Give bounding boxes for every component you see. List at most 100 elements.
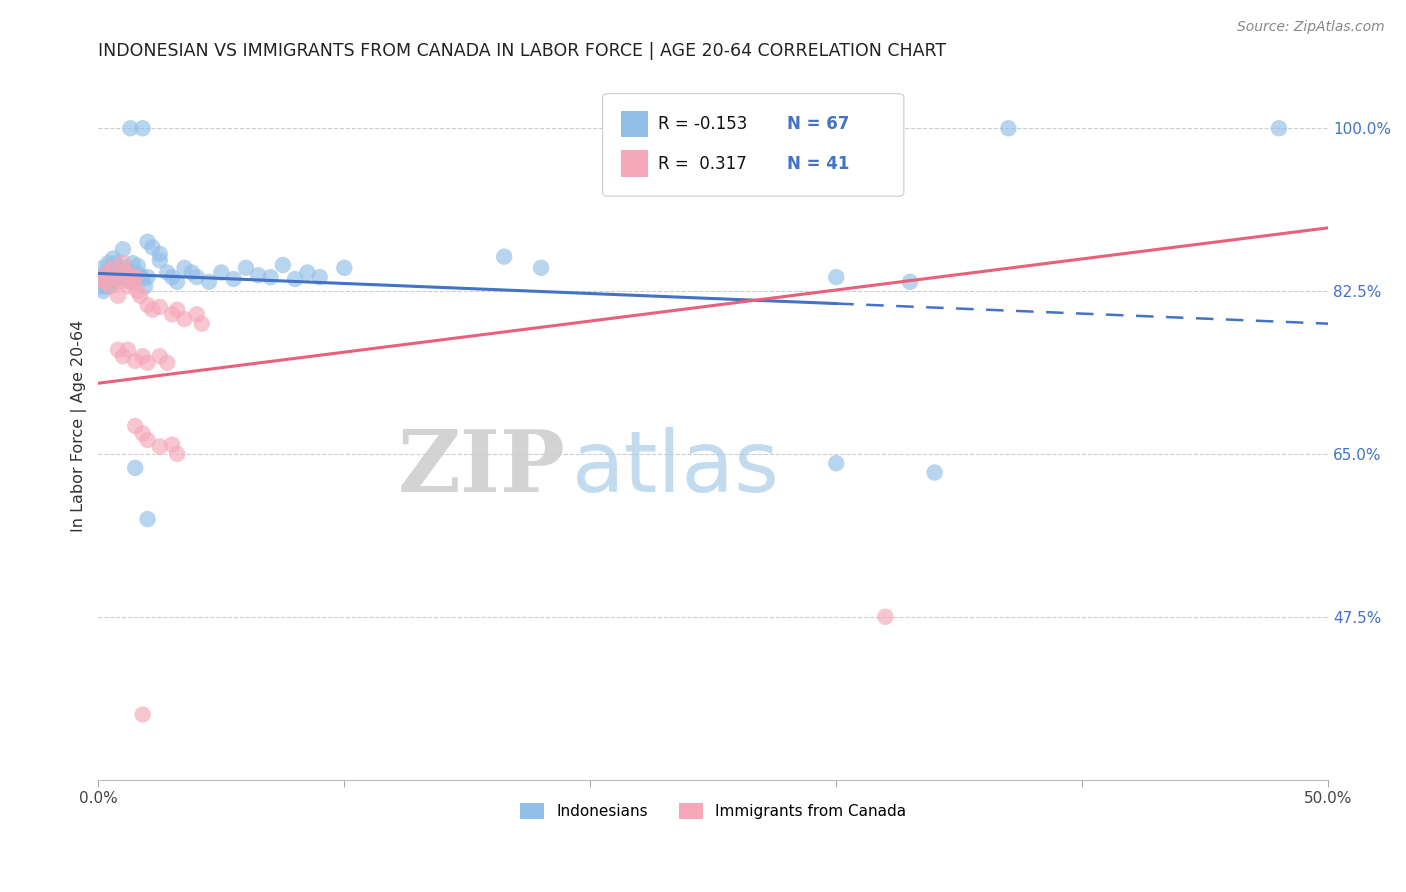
- Point: [190, 317, 212, 331]
- Point: [100, 272, 122, 286]
- Point: [107, 262, 129, 277]
- Point: [101, 252, 124, 266]
- Point: [117, 270, 139, 285]
- FancyBboxPatch shape: [621, 150, 648, 178]
- Point: [114, 260, 136, 275]
- Point: [222, 272, 245, 286]
- Point: [104, 272, 127, 286]
- Point: [124, 265, 146, 279]
- Point: [136, 512, 159, 526]
- Point: [121, 275, 143, 289]
- FancyBboxPatch shape: [603, 94, 904, 196]
- Point: [120, 121, 142, 136]
- Point: [136, 298, 159, 312]
- Point: [100, 279, 122, 293]
- Point: [247, 268, 270, 283]
- Point: [97, 265, 120, 279]
- Point: [259, 270, 281, 285]
- Point: [91, 284, 114, 298]
- Point: [100, 265, 122, 279]
- Point: [156, 356, 179, 370]
- Text: INDONESIAN VS IMMIGRANTS FROM CANADA IN LABOR FORCE | AGE 20-64 CORRELATION CHAR: INDONESIAN VS IMMIGRANTS FROM CANADA IN …: [98, 42, 946, 60]
- Point: [90, 275, 112, 289]
- Point: [136, 433, 159, 447]
- Text: N = 67: N = 67: [787, 115, 849, 133]
- Point: [149, 300, 172, 314]
- Point: [91, 270, 114, 285]
- Point: [94, 265, 117, 279]
- Point: [136, 235, 159, 249]
- Point: [114, 265, 136, 279]
- Point: [107, 289, 129, 303]
- Point: [110, 275, 132, 289]
- Point: [149, 247, 172, 261]
- Point: [94, 279, 117, 293]
- Point: [131, 707, 153, 722]
- Point: [111, 242, 134, 256]
- Point: [333, 260, 356, 275]
- Point: [1268, 121, 1291, 136]
- Point: [297, 265, 319, 279]
- Point: [825, 270, 848, 285]
- Point: [100, 277, 122, 292]
- Point: [136, 270, 159, 285]
- Point: [121, 256, 143, 270]
- Point: [124, 419, 146, 434]
- Point: [97, 256, 120, 270]
- Point: [104, 272, 127, 286]
- Point: [136, 356, 159, 370]
- Point: [129, 289, 152, 303]
- Point: [131, 272, 153, 286]
- Point: [494, 250, 516, 264]
- Point: [198, 275, 221, 289]
- Point: [924, 466, 946, 480]
- Text: atlas: atlas: [572, 427, 780, 510]
- Point: [825, 456, 848, 470]
- Point: [149, 253, 172, 268]
- Text: Source: ZipAtlas.com: Source: ZipAtlas.com: [1237, 20, 1385, 34]
- Point: [97, 272, 120, 286]
- Point: [101, 260, 124, 275]
- Point: [94, 270, 117, 285]
- Point: [209, 265, 232, 279]
- Point: [104, 265, 127, 279]
- Point: [110, 268, 132, 282]
- Point: [127, 259, 149, 273]
- Point: [271, 258, 294, 272]
- Point: [94, 272, 117, 286]
- Point: [94, 275, 117, 289]
- Point: [160, 307, 183, 321]
- Point: [117, 343, 139, 357]
- Point: [124, 354, 146, 368]
- Point: [111, 349, 134, 363]
- Point: [166, 302, 188, 317]
- Point: [111, 272, 134, 286]
- Point: [173, 312, 195, 326]
- Point: [90, 279, 112, 293]
- Text: R =  0.317: R = 0.317: [658, 154, 747, 173]
- Point: [127, 284, 149, 298]
- Point: [120, 268, 142, 283]
- Point: [141, 240, 163, 254]
- Text: R = -0.153: R = -0.153: [658, 115, 747, 133]
- Point: [101, 270, 124, 285]
- Point: [91, 275, 114, 289]
- Text: N = 41: N = 41: [787, 154, 849, 173]
- Point: [898, 275, 921, 289]
- Point: [235, 260, 257, 275]
- Point: [117, 279, 139, 293]
- Point: [131, 426, 153, 441]
- Point: [97, 265, 120, 279]
- Point: [149, 440, 172, 454]
- Point: [131, 349, 153, 363]
- FancyBboxPatch shape: [621, 111, 648, 137]
- Point: [166, 275, 188, 289]
- Point: [104, 256, 127, 270]
- Text: ZIP: ZIP: [398, 426, 565, 510]
- Point: [91, 260, 114, 275]
- Point: [90, 270, 112, 285]
- Point: [173, 260, 195, 275]
- Point: [308, 270, 330, 285]
- Point: [160, 270, 183, 285]
- Point: [156, 265, 179, 279]
